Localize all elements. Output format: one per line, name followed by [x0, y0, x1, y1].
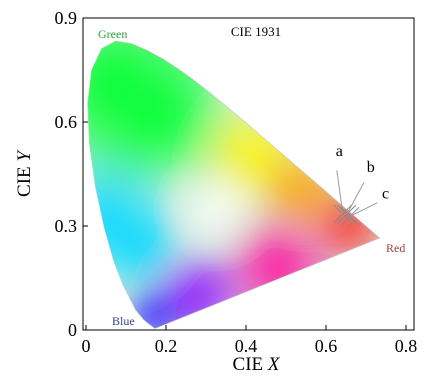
- leader-line: [336, 170, 344, 214]
- y-tick-label: 0: [68, 320, 77, 340]
- x-tick-label: 0.4: [235, 336, 258, 356]
- y-axis-title: CIE Y: [14, 149, 35, 197]
- y-axis: 0 0.3 0.6 0.9: [55, 8, 88, 340]
- data-point-label: b: [367, 159, 375, 176]
- data-point-c: c: [340, 185, 389, 226]
- gamut-color-region: [114, 276, 194, 329]
- sample-points: a bc: [333, 143, 389, 226]
- data-point-b: b: [337, 159, 375, 224]
- leader-line: [346, 182, 365, 215]
- gamut-color-region: [178, 168, 258, 249]
- leader-line: [349, 202, 378, 217]
- x-axis: 0 0.2 0.4 0.6 0.8: [82, 325, 418, 356]
- spectral-locus: [87, 40, 381, 329]
- y-tick-label: 0.9: [55, 8, 78, 28]
- region-label-blue: Blue: [112, 314, 135, 328]
- region-label-red: Red: [386, 241, 405, 255]
- y-tick-label: 0.3: [55, 216, 78, 236]
- region-label-green: Green: [98, 27, 127, 41]
- y-tick-label: 0.6: [55, 112, 78, 132]
- x-tick-label: 0.8: [395, 336, 418, 356]
- x-tick-label: 0: [82, 336, 91, 356]
- data-point-a: a: [333, 143, 353, 224]
- chart-title: CIE 1931: [231, 24, 281, 39]
- data-point-label: a: [336, 143, 343, 160]
- x-axis-title: CIE X: [233, 354, 281, 375]
- x-tick-label: 0.6: [315, 336, 338, 356]
- x-tick-label: 0.2: [155, 336, 178, 356]
- data-point-label: c: [382, 185, 389, 202]
